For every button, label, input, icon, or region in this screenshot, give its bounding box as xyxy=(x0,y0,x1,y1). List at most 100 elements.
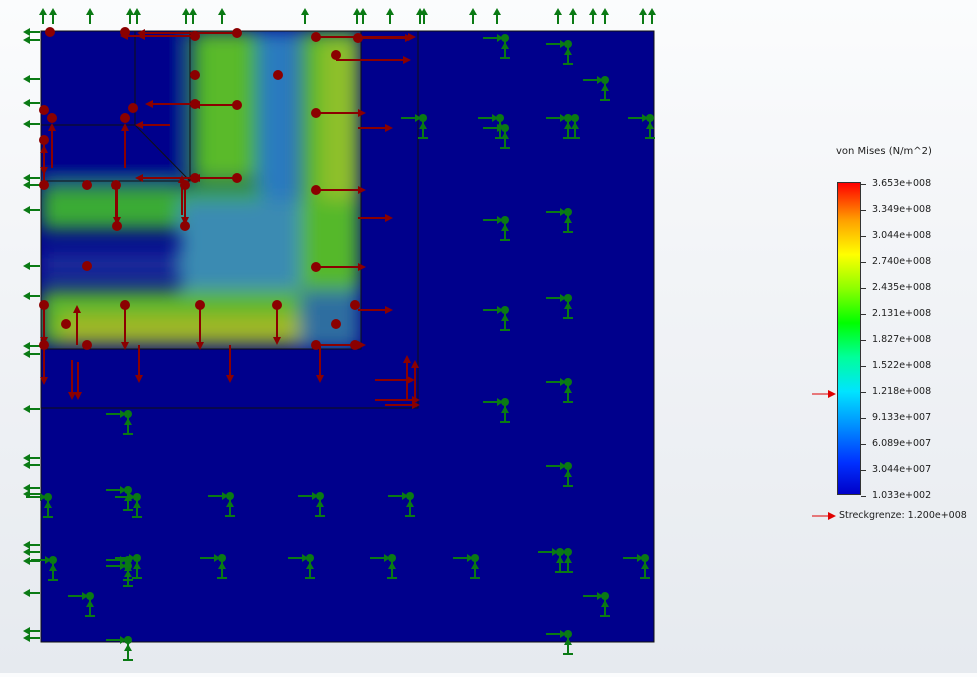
fixture-pin-icon xyxy=(115,493,142,518)
fixture-pin-icon xyxy=(106,410,133,435)
legend-tick-mark xyxy=(861,210,866,211)
fixture-pin-icon xyxy=(31,556,58,581)
load-arrow-icon xyxy=(121,305,129,350)
load-arrow-icon xyxy=(68,360,76,400)
fixture-arrow-icon xyxy=(23,181,40,189)
fixture-pin-icon xyxy=(483,216,510,241)
legend-tick-label: 3.349e+008 xyxy=(872,204,932,215)
fixture-arrow-icon xyxy=(23,28,40,36)
legend-tick-label: 1.522e+008 xyxy=(872,360,932,371)
fixture-pin-icon xyxy=(583,76,610,101)
fixture-pin-icon xyxy=(208,492,235,517)
yield-indicator-icon xyxy=(812,390,836,398)
fixture-arrow-icon xyxy=(126,8,134,24)
load-arrow-icon xyxy=(196,305,204,350)
legend-tick-mark xyxy=(861,340,866,341)
fixture-pin-icon xyxy=(483,34,510,59)
yield-strength-label: Streckgrenze: 1.200e+008 xyxy=(839,510,967,521)
fixture-pin-icon xyxy=(388,492,415,517)
fixture-arrow-icon xyxy=(648,8,656,24)
load-arrow-icon xyxy=(112,181,120,226)
load-arrow-icon xyxy=(403,355,411,400)
fixture-arrow-icon xyxy=(569,8,577,24)
fixture-arrow-icon xyxy=(218,8,226,24)
legend-tick-mark xyxy=(861,496,866,497)
fixture-pin-icon xyxy=(483,124,510,149)
load-arrow-icon xyxy=(316,345,324,383)
load-arrow-icon xyxy=(411,360,419,400)
legend-tick-label: 2.435e+008 xyxy=(872,282,932,293)
fixture-arrow-icon xyxy=(353,8,361,24)
fixture-arrow-icon xyxy=(23,120,40,128)
load-arrow-icon xyxy=(316,109,366,117)
load-point-icon xyxy=(350,300,360,310)
fixture-pin-icon xyxy=(483,398,510,423)
yield-arrow-icon xyxy=(812,512,836,520)
fixture-pin-icon xyxy=(106,562,133,587)
fixture-arrow-icon xyxy=(23,75,40,83)
fixture-arrow-icon xyxy=(39,8,47,24)
load-point-icon xyxy=(82,180,92,190)
legend-tick-mark xyxy=(861,236,866,237)
load-point-icon xyxy=(180,221,190,231)
legend-tick-mark xyxy=(861,366,866,367)
legend-tick-label: 9.133e+007 xyxy=(872,412,932,423)
legend-tick-label: 2.740e+008 xyxy=(872,256,932,267)
fixture-pin-icon xyxy=(115,554,142,579)
fixture-arrow-icon xyxy=(469,8,477,24)
load-arrow-icon xyxy=(40,345,48,385)
load-point-icon xyxy=(273,70,283,80)
load-point-icon xyxy=(61,319,71,329)
fixture-pin-icon xyxy=(546,462,573,487)
fixture-arrow-icon xyxy=(23,405,40,413)
fixture-arrow-icon xyxy=(23,99,40,107)
load-arrow-icon xyxy=(316,341,366,349)
color-scale-bar xyxy=(837,182,861,495)
fixture-pin-icon xyxy=(106,636,133,661)
load-arrow-icon xyxy=(145,100,195,108)
load-point-icon xyxy=(45,27,55,37)
fixture-arrow-icon xyxy=(589,8,597,24)
legend-tick-mark xyxy=(861,288,866,289)
fixture-pin-icon xyxy=(483,306,510,331)
fixture-pin-icon xyxy=(553,114,580,139)
legend-tick-label: 3.044e+007 xyxy=(872,464,932,475)
load-arrow-icon xyxy=(358,124,393,132)
fixture-arrow-icon xyxy=(86,8,94,24)
fixture-pin-icon xyxy=(200,554,227,579)
load-arrow-icon xyxy=(73,305,81,345)
fixture-arrow-icon xyxy=(23,454,40,462)
fixture-pin-icon xyxy=(583,592,610,617)
fixture-pin-icon xyxy=(453,554,480,579)
load-arrow-icon xyxy=(178,175,186,215)
load-symbols xyxy=(39,27,420,409)
legend-tick-mark xyxy=(861,392,866,393)
load-arrow-icon xyxy=(135,121,170,129)
legend-tick-label: 3.044e+008 xyxy=(872,230,932,241)
fixture-pin-icon xyxy=(370,554,397,579)
load-arrow-icon xyxy=(181,185,189,225)
load-arrow-icon xyxy=(74,362,82,400)
load-arrow-icon xyxy=(385,401,420,409)
fixture-arrow-icon xyxy=(420,8,428,24)
load-arrow-icon xyxy=(121,123,129,168)
fixture-arrow-icon xyxy=(49,8,57,24)
load-arrow-icon xyxy=(336,56,411,64)
fixture-arrow-icon xyxy=(23,589,40,597)
legend-tick-label: 1.827e+008 xyxy=(872,334,932,345)
load-arrow-icon xyxy=(375,376,415,384)
load-arrow-icon xyxy=(316,263,366,271)
fixture-arrow-icon xyxy=(639,8,647,24)
load-arrow-icon xyxy=(40,145,48,185)
legend-title: von Mises (N/m^2) xyxy=(836,146,932,157)
fixture-arrow-icon xyxy=(23,292,40,300)
load-arrow-icon xyxy=(358,306,393,314)
fixture-pin-icon xyxy=(628,114,655,139)
legend-tick-label: 2.131e+008 xyxy=(872,308,932,319)
legend-tick-label: 3.653e+008 xyxy=(872,178,932,189)
legend-tick-mark xyxy=(861,470,866,471)
fixture-arrow-icon xyxy=(23,36,40,44)
legend-tick-mark xyxy=(861,444,866,445)
